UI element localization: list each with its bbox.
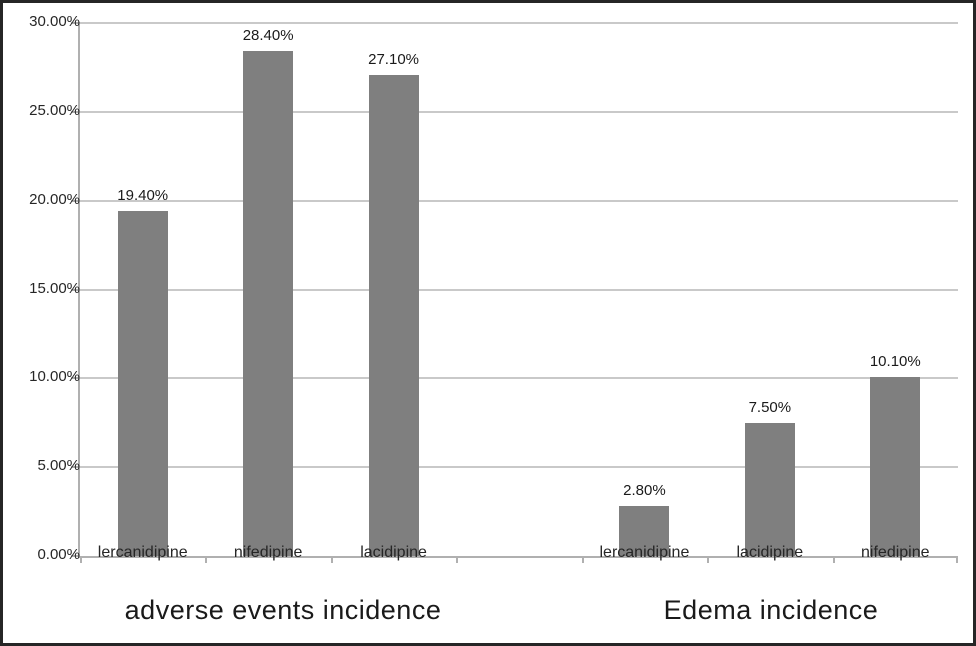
category-label-lercanidipine: lercanidipine: [97, 544, 188, 561]
bar-nifedipine-adverse: [243, 51, 294, 556]
bar-value-label: 10.10%: [869, 352, 921, 370]
y-axis-line: [78, 23, 80, 558]
gridline: [80, 288, 958, 291]
x-axis-tick: [456, 556, 459, 563]
x-axis-tick: [707, 556, 710, 563]
x-axis-tick: [330, 556, 333, 563]
bar-nifedipine-edema: [870, 376, 921, 556]
group-title-edema: Edema incidence: [663, 595, 879, 625]
y-axis-tick: [71, 110, 80, 113]
plot-area: 19.40% 28.40% 27.10% 2.80% 7.50% 10.10%: [71, 22, 958, 563]
y-tick-label: 25.00%: [29, 101, 80, 119]
bar-lercanidipine-edema: [619, 506, 670, 556]
gridline: [80, 22, 958, 24]
group-title-adverse-events: adverse events incidence: [124, 595, 442, 625]
y-axis-tick: [71, 288, 80, 291]
category-label-nifedipine: nifedipine: [233, 544, 303, 561]
bar-value-label: 2.80%: [623, 482, 666, 500]
category-label-lercanidipine: lercanidipine: [599, 544, 690, 561]
gridline: [80, 199, 958, 202]
y-tick-label: 0.00%: [37, 546, 80, 563]
x-axis-tick: [80, 556, 82, 563]
y-axis-tick: [71, 22, 80, 24]
y-tick-label: 5.00%: [37, 457, 80, 475]
gridline: [80, 110, 958, 113]
bar-lacidipine-adverse: [368, 74, 419, 556]
x-axis-line: [78, 556, 958, 558]
y-axis-tick: [71, 199, 80, 202]
category-label-lacidipine: lacidipine: [360, 544, 427, 561]
bar-lacidipine-edema: [744, 422, 795, 556]
category-label-lacidipine: lacidipine: [736, 544, 804, 561]
x-axis-tick: [832, 556, 835, 563]
gridline: [80, 377, 958, 380]
bar-value-label: 28.40%: [242, 27, 294, 45]
bar-value-label: 19.40%: [117, 187, 169, 205]
category-label-nifedipine: nifedipine: [861, 544, 930, 561]
y-tick-label: 15.00%: [29, 279, 80, 297]
y-tick-label: 30.00%: [29, 13, 80, 30]
y-tick-label: 10.00%: [29, 368, 80, 386]
bar-lercanidipine-adverse: [117, 211, 168, 556]
gridline: [80, 466, 958, 469]
y-tick-label: 20.00%: [29, 190, 80, 208]
x-axis-tick: [205, 556, 208, 563]
bar-value-label: 7.50%: [748, 398, 792, 416]
y-axis-tick: [71, 555, 80, 557]
y-axis-tick: [71, 377, 80, 380]
y-axis-tick: [71, 466, 80, 469]
bar-value-label: 27.10%: [368, 50, 419, 68]
x-axis-tick: [581, 556, 584, 563]
x-axis-tick: [956, 556, 958, 563]
